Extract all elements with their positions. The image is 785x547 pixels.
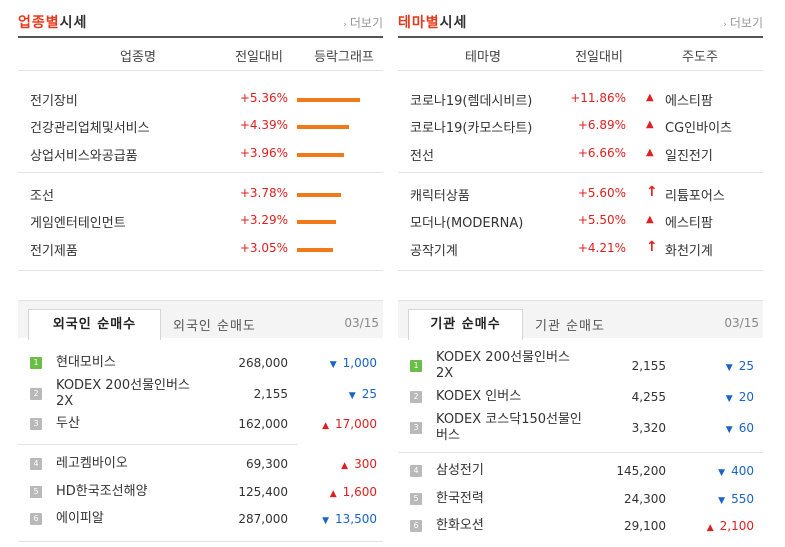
rank-badge: 5 bbox=[410, 493, 422, 505]
theme-row[interactable]: 코로나19(렘데시비르) +11.86% ▲ 에스티팜 bbox=[410, 91, 713, 109]
change-value: ▼ 13,500 bbox=[322, 512, 377, 526]
theme-row[interactable]: 전선 +6.66% ▲ 일진전기 bbox=[410, 146, 713, 164]
down-triangle-icon: ▼ bbox=[348, 391, 356, 401]
up-triangle-icon: ▲ bbox=[341, 461, 349, 471]
divider bbox=[18, 172, 383, 173]
theme-row[interactable]: 공작기계 +4.21% ↑ 화천기계 bbox=[410, 239, 713, 259]
down-triangle-icon: ▼ bbox=[725, 425, 733, 435]
theme-row[interactable]: 캐릭터상품 +5.60% ↑ 리튬포어스 bbox=[410, 184, 725, 204]
header-graph: 등락그래프 bbox=[314, 50, 374, 65]
sector-row[interactable]: 전기장비 +5.36% bbox=[18, 90, 383, 110]
change-bar bbox=[297, 98, 360, 102]
down-triangle-icon: ▼ bbox=[329, 360, 337, 370]
sector-more-link[interactable]: › 더보기 bbox=[343, 16, 383, 30]
rank-badge: 4 bbox=[410, 465, 422, 477]
header-change: 전일대비 bbox=[575, 50, 623, 65]
header-change: 전일대비 bbox=[235, 50, 283, 65]
rank-badge: 6 bbox=[410, 520, 422, 532]
down-triangle-icon: ▼ bbox=[718, 468, 726, 478]
rank-badge: 3 bbox=[410, 422, 422, 434]
tab-institution-buy[interactable]: 기관 순매수 bbox=[408, 309, 523, 340]
divider bbox=[398, 452, 763, 453]
change-value: ▲ 1,600 bbox=[329, 485, 377, 499]
up-triangle-icon: ▲ bbox=[706, 523, 714, 533]
down-triangle-icon: ▼ bbox=[725, 394, 733, 404]
up-arrow-icon: ↑ bbox=[646, 184, 658, 200]
up-triangle-icon: ▲ bbox=[646, 147, 654, 158]
sector-title: 업종별시세 bbox=[18, 15, 88, 31]
divider bbox=[398, 172, 763, 173]
chevron-right-icon: › bbox=[723, 20, 727, 30]
change-value: ▼ 400 bbox=[718, 464, 754, 478]
divider bbox=[398, 36, 763, 38]
header-theme-name: 테마명 bbox=[465, 50, 501, 65]
chevron-right-icon: › bbox=[343, 20, 347, 30]
divider bbox=[398, 70, 763, 71]
change-value: ▲ 17,000 bbox=[322, 417, 377, 431]
change-value: ▼ 60 bbox=[725, 421, 754, 435]
down-triangle-icon: ▼ bbox=[322, 516, 329, 526]
change-bar bbox=[297, 125, 349, 129]
sector-row[interactable]: 조선 +3.78% bbox=[18, 185, 383, 205]
divider bbox=[18, 70, 383, 71]
divider bbox=[18, 541, 383, 542]
change-bar bbox=[297, 248, 333, 252]
theme-more-link[interactable]: › 더보기 bbox=[723, 16, 763, 30]
sector-row[interactable]: 전기제품 +3.05% bbox=[18, 240, 383, 260]
change-value: ▲ 2,100 bbox=[706, 519, 754, 533]
change-bar bbox=[297, 193, 341, 197]
divider bbox=[398, 270, 763, 271]
up-triangle-icon: ▲ bbox=[646, 119, 654, 130]
rank-badge: 4 bbox=[30, 458, 42, 470]
rank-badge: 3 bbox=[30, 418, 42, 430]
date-label: 03/15 bbox=[344, 316, 379, 330]
tab-institution-sell[interactable]: 기관 순매도 bbox=[535, 319, 605, 334]
sector-row[interactable]: 게임엔터테인먼트 +3.29% bbox=[18, 212, 383, 232]
header-sector-name: 업종명 bbox=[120, 50, 156, 65]
up-triangle-icon: ▲ bbox=[322, 421, 329, 431]
rank-badge: 5 bbox=[30, 486, 42, 498]
change-value: ▼ 20 bbox=[725, 390, 754, 404]
rank-badge: 6 bbox=[30, 513, 42, 525]
down-triangle-icon: ▼ bbox=[725, 363, 733, 373]
sector-row[interactable]: 건강관리업체및서비스 +4.39% bbox=[18, 117, 383, 137]
change-value: ▼ 550 bbox=[718, 492, 754, 506]
up-triangle-icon: ▲ bbox=[646, 214, 654, 225]
rank-badge: 1 bbox=[30, 357, 42, 369]
change-value: ▼ 25 bbox=[725, 359, 754, 373]
foreign-tabs: 외국인 순매수 외국인 순매도 03/15 bbox=[18, 300, 383, 340]
divider bbox=[18, 270, 383, 271]
date-label: 03/15 bbox=[724, 316, 759, 330]
theme-row[interactable]: 코로나19(카모스타트) +6.89% ▲ CG인바이츠 bbox=[410, 118, 732, 136]
change-bar bbox=[297, 220, 336, 224]
change-value: ▲ 300 bbox=[341, 457, 377, 471]
rank-badge: 2 bbox=[30, 388, 42, 400]
change-bar bbox=[297, 153, 344, 157]
theme-title: 테마별시세 bbox=[398, 15, 468, 31]
tab-foreign-sell[interactable]: 외국인 순매도 bbox=[173, 319, 256, 334]
up-triangle-icon: ▲ bbox=[646, 92, 654, 103]
divider bbox=[18, 444, 298, 445]
tab-foreign-buy[interactable]: 외국인 순매수 bbox=[28, 309, 161, 340]
up-arrow-icon: ↑ bbox=[646, 239, 658, 255]
header-leader: 주도주 bbox=[682, 50, 718, 65]
down-triangle-icon: ▼ bbox=[718, 496, 726, 506]
institution-tabs: 기관 순매수 기관 순매도 03/15 bbox=[398, 300, 763, 340]
rank-badge: 1 bbox=[410, 360, 422, 372]
theme-row[interactable]: 모더나(MODERNA) +5.50% ▲ 에스티팜 bbox=[410, 213, 713, 231]
sector-row[interactable]: 상업서비스와공급품 +3.96% bbox=[18, 145, 383, 165]
change-value: ▼ 25 bbox=[348, 387, 377, 401]
divider bbox=[18, 36, 383, 38]
change-value: ▼ 1,000 bbox=[329, 356, 377, 370]
rank-badge: 2 bbox=[410, 391, 422, 403]
up-triangle-icon: ▲ bbox=[329, 489, 337, 499]
